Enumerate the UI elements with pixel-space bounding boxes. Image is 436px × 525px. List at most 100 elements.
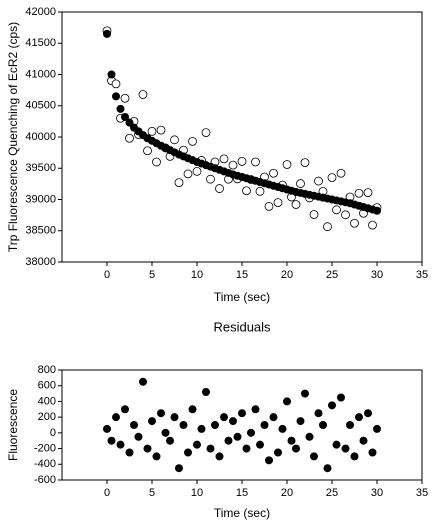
data-point [260,420,269,429]
data-point [147,417,156,426]
data-point-open [291,200,301,209]
y-tick-label: 0 [50,427,56,439]
data-point [287,436,296,445]
y-tick-label: 600 [38,380,56,392]
data-point [143,444,152,453]
data-point [125,118,134,127]
data-point [219,413,228,422]
data-point-open [120,93,130,103]
data-point [359,436,368,445]
data-point [350,452,359,461]
data-point [174,464,183,473]
data-point-open [206,174,215,184]
data-point [282,397,291,406]
data-point [278,424,287,433]
data-point [201,387,210,396]
data-point [134,432,143,441]
y-tick-label: 39500 [25,162,56,174]
data-point-open [170,135,179,145]
data-point [121,405,130,414]
data-point-open [237,156,247,166]
data-point [336,393,345,402]
data-point-open [332,205,341,215]
data-point-open [323,222,332,232]
data-point-open [152,157,161,167]
data-point-open [111,79,121,89]
data-point [354,413,363,422]
data-point [112,92,121,101]
y-tick-label: 39000 [25,193,56,205]
data-point-open [147,126,157,136]
data-point-open [138,90,148,99]
data-point [255,440,264,449]
data-point [210,420,219,429]
y-tick-label: 41000 [25,68,56,80]
data-point [368,448,377,457]
y-tick-label: -200 [34,442,56,454]
data-point-open [336,168,346,178]
x-tick-label: 15 [236,269,248,281]
x-tick-label: 15 [236,487,248,499]
y-tick-label: 400 [38,395,56,407]
x-tick-label: 20 [281,269,293,281]
data-point [345,420,354,429]
y-tick-label: 800 [38,364,56,376]
data-point [309,452,318,461]
x-tick-label: 10 [191,487,203,499]
x-tick-label: 20 [281,487,293,499]
y-tick-label: 38000 [25,256,56,268]
data-point [246,428,255,437]
data-point [206,444,215,453]
data-point [156,409,165,418]
x-axis-label: Time (sec) [214,290,270,304]
data-point [332,440,341,449]
data-point-open [215,184,224,193]
data-point-open [251,157,260,167]
y-tick-label: -600 [34,474,56,486]
data-point [103,424,112,433]
data-point [215,452,224,461]
data-point [121,113,130,122]
data-point-open [350,218,359,228]
data-point-open [300,158,310,168]
data-point [107,436,116,445]
y-tick-label: 200 [38,411,56,423]
data-point [314,409,323,418]
data-point [116,440,125,449]
data-point-open [282,160,292,169]
y-tick-label: -400 [34,458,56,470]
x-tick-label: 30 [371,269,383,281]
data-point-open [201,128,211,138]
data-point [251,405,260,414]
data-point-open [143,146,152,156]
data-point [192,440,201,449]
x-tick-label: 0 [104,269,110,281]
data-point-open [296,179,305,188]
x-tick-label: 0 [104,487,110,499]
y-tick-label: 38500 [25,225,56,237]
data-point [228,417,237,426]
y-tick-label: 41500 [25,37,56,49]
data-point [103,29,112,38]
data-point [170,413,179,422]
data-point [129,420,138,429]
data-point [125,448,134,457]
data-point [291,444,300,453]
data-point-open [341,210,350,220]
chart-title: Residuals [213,319,271,334]
data-point-open [368,220,377,230]
x-axis-label: Time (sec) [214,506,270,520]
data-point-open [228,160,238,170]
data-point [107,70,116,79]
data-point-open [183,169,193,179]
x-tick-label: 5 [149,487,155,499]
data-point [318,420,327,429]
x-tick-label: 25 [326,269,338,281]
data-point [242,444,251,453]
data-point-open [327,173,337,183]
y-tick-label: 42000 [25,6,56,18]
data-point [112,413,121,422]
data-point [296,417,305,426]
